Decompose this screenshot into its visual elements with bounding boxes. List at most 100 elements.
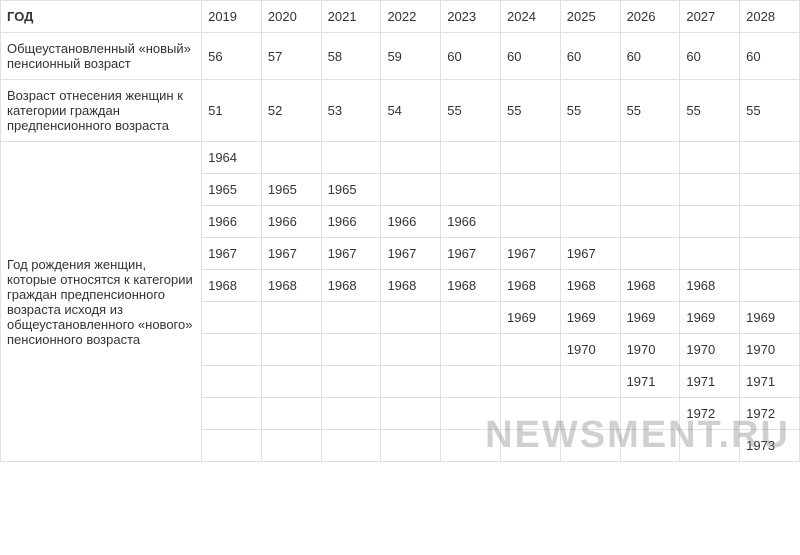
birth-year-cell [740, 174, 800, 206]
value-cell: 58 [321, 33, 381, 80]
birth-year-cell [501, 398, 561, 430]
birth-year-cell: 1965 [321, 174, 381, 206]
birth-year-cell [381, 174, 441, 206]
birth-year-cell: 1968 [620, 270, 680, 302]
birth-year-cell: 1968 [321, 270, 381, 302]
value-cell: 60 [441, 33, 501, 80]
birth-year-cell: 1965 [261, 174, 321, 206]
year-header-cell: 2021 [321, 1, 381, 33]
pension-table: ГОД 2019 2020 2021 2022 2023 2024 2025 2… [0, 0, 800, 462]
value-cell: 60 [740, 33, 800, 80]
row-preretirement-age: Возраст отнесения женщин к категории гра… [1, 80, 800, 142]
value-cell: 60 [620, 33, 680, 80]
value-cell: 52 [261, 80, 321, 142]
birth-year-cell [321, 142, 381, 174]
year-header-cell: 2025 [560, 1, 620, 33]
year-header-cell: 2028 [740, 1, 800, 33]
birth-year-cell: 1968 [202, 270, 262, 302]
row-new-age: Общеустановленный «новый» пенсионный воз… [1, 33, 800, 80]
value-cell: 55 [680, 80, 740, 142]
birth-year-cell: 1972 [740, 398, 800, 430]
birth-year-cell: 1968 [381, 270, 441, 302]
birth-year-cell [680, 206, 740, 238]
birth-year-cell [501, 206, 561, 238]
value-cell: 55 [740, 80, 800, 142]
birth-year-cell [501, 430, 561, 462]
value-cell: 56 [202, 33, 262, 80]
birth-year-cell [202, 430, 262, 462]
birth-year-label: Год рождения женщин, которые относятся к… [1, 142, 202, 462]
birth-year-cell: 1969 [740, 302, 800, 334]
birth-year-cell [261, 334, 321, 366]
birth-year-cell: 1972 [680, 398, 740, 430]
birth-year-cell [441, 302, 501, 334]
value-cell: 53 [321, 80, 381, 142]
birth-year-cell [261, 142, 321, 174]
value-cell: 60 [501, 33, 561, 80]
birth-year-cell: 1966 [202, 206, 262, 238]
birth-year-cell [740, 270, 800, 302]
year-header-cell: 2027 [680, 1, 740, 33]
birth-year-cell [441, 334, 501, 366]
birth-year-cell: 1966 [261, 206, 321, 238]
birth-year-cell: 1968 [261, 270, 321, 302]
birth-year-cell [620, 174, 680, 206]
birth-year-cell: 1967 [202, 238, 262, 270]
birth-year-cell [321, 334, 381, 366]
value-cell: 55 [501, 80, 561, 142]
birth-year-cell [620, 430, 680, 462]
value-cell: 60 [560, 33, 620, 80]
birth-year-cell: 1966 [321, 206, 381, 238]
birth-year-cell: 1968 [501, 270, 561, 302]
birth-year-cell: 1971 [620, 366, 680, 398]
year-header-cell: 2023 [441, 1, 501, 33]
year-header-cell: 2022 [381, 1, 441, 33]
birth-year-cell: 1970 [620, 334, 680, 366]
birth-year-cell: 1969 [560, 302, 620, 334]
birth-year-cell: 1967 [321, 238, 381, 270]
table-container: ГОД 2019 2020 2021 2022 2023 2024 2025 2… [0, 0, 800, 462]
birth-year-cell: 1973 [740, 430, 800, 462]
row-label: Общеустановленный «новый» пенсионный воз… [1, 33, 202, 80]
birth-year-cell [620, 206, 680, 238]
value-cell: 57 [261, 33, 321, 80]
year-header-cell: 2026 [620, 1, 680, 33]
year-header-cell: 2024 [501, 1, 561, 33]
birth-year-cell: 1970 [740, 334, 800, 366]
birth-year-cell [321, 430, 381, 462]
value-cell: 55 [441, 80, 501, 142]
birth-year-row: Год рождения женщин, которые относятся к… [1, 142, 800, 174]
birth-year-cell: 1968 [560, 270, 620, 302]
birth-year-cell [740, 206, 800, 238]
birth-year-cell [680, 238, 740, 270]
birth-year-cell [381, 334, 441, 366]
birth-year-cell [560, 174, 620, 206]
birth-year-cell: 1966 [441, 206, 501, 238]
birth-year-cell [501, 174, 561, 206]
row-label: Возраст отнесения женщин к категории гра… [1, 80, 202, 142]
birth-year-cell [441, 430, 501, 462]
birth-year-cell: 1967 [441, 238, 501, 270]
birth-year-cell [560, 366, 620, 398]
birth-year-cell: 1967 [560, 238, 620, 270]
birth-year-cell: 1971 [740, 366, 800, 398]
birth-year-cell [740, 142, 800, 174]
year-header-cell: 2019 [202, 1, 262, 33]
birth-year-cell: 1969 [680, 302, 740, 334]
birth-year-cell [560, 398, 620, 430]
header-label-cell: ГОД [1, 1, 202, 33]
birth-year-cell: 1965 [202, 174, 262, 206]
year-header-cell: 2020 [261, 1, 321, 33]
birth-year-cell [321, 366, 381, 398]
birth-year-cell [321, 302, 381, 334]
birth-year-cell [680, 174, 740, 206]
birth-year-cell [441, 366, 501, 398]
birth-year-cell [381, 302, 441, 334]
birth-year-cell [680, 142, 740, 174]
birth-year-cell [441, 142, 501, 174]
birth-year-cell: 1966 [381, 206, 441, 238]
birth-year-cell: 1968 [680, 270, 740, 302]
value-cell: 54 [381, 80, 441, 142]
birth-year-cell [202, 398, 262, 430]
birth-year-cell: 1970 [680, 334, 740, 366]
